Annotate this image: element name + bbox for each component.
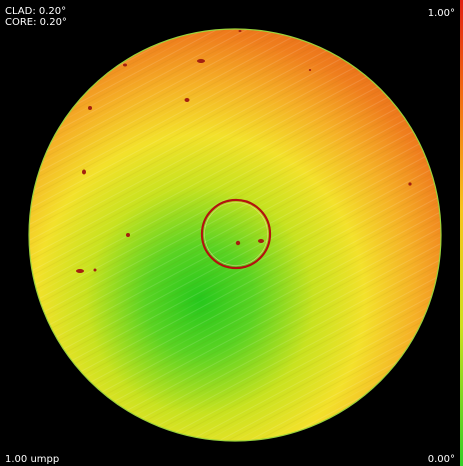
scale-min-label: 0.00° [427,454,455,465]
height-scale-bar [460,0,463,466]
resolution-label: 1.00 umpp [5,454,60,465]
particles [36,30,412,273]
core-ring-icon[interactable] [200,198,272,270]
scale-max-label: 1.00° [427,8,455,19]
tilt-readout: CLAD: 0.20° CORE: 0.20° [5,6,67,28]
clad-tilt-label: CLAD: 0.20° [5,6,67,17]
cladding-boundary [28,28,442,442]
core-tilt-label: CORE: 0.20° [5,17,67,28]
